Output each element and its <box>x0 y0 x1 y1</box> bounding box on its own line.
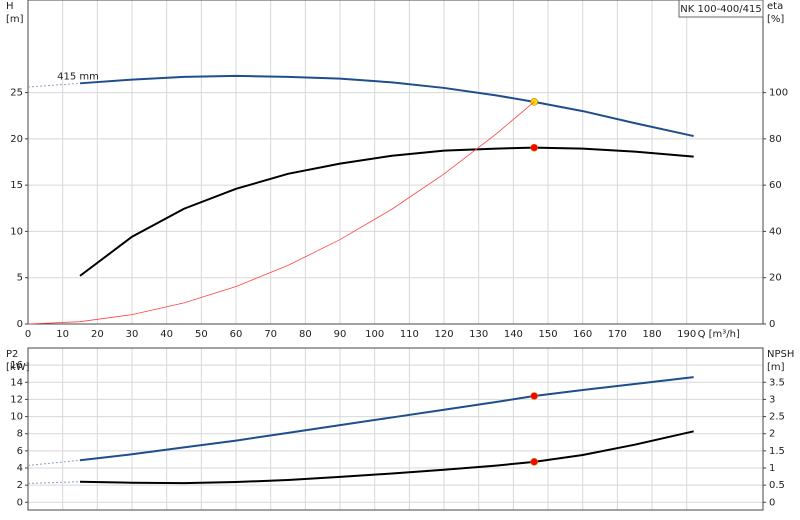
x-tick-label: 10 <box>56 329 69 340</box>
y-tick-label: 25 <box>10 88 23 99</box>
x-tick-label: 40 <box>160 329 173 340</box>
x-tick-label: 80 <box>299 329 312 340</box>
curve-extrapolated <box>27 481 81 484</box>
x-tick-label: 50 <box>195 329 208 340</box>
y-tick-label: 4 <box>17 463 23 474</box>
plot-frame <box>27 0 764 325</box>
x-tick-label: 190 <box>677 329 696 340</box>
x-tick-label: 160 <box>573 329 592 340</box>
y2-tick-label: 100 <box>769 88 788 99</box>
x-tick-label: 130 <box>469 329 488 340</box>
y2-tick-label: 80 <box>769 134 782 145</box>
duty-point <box>530 143 538 152</box>
y2-tick-label: 2 <box>769 429 775 440</box>
title-box <box>678 0 764 18</box>
y-tick-label: 12 <box>10 394 23 405</box>
y2-tick-label: 0.5 <box>769 480 785 491</box>
x-tick-label: 90 <box>334 329 347 340</box>
y-tick-label: 14 <box>10 377 23 388</box>
y-tick-label: 8 <box>17 429 23 440</box>
y-tick-label: 0 <box>17 497 23 508</box>
curve <box>79 74 694 138</box>
curve-annotation: 415 mm <box>57 71 99 82</box>
y2-tick-label: 2.5 <box>769 412 785 423</box>
curve <box>79 376 694 462</box>
y2-tick-label: 60 <box>769 180 782 191</box>
x-tick-label: 180 <box>643 329 662 340</box>
y-axis-label: P2 <box>6 349 18 360</box>
x-tick-label: 150 <box>539 329 558 340</box>
y-tick-label: 16 <box>10 360 23 371</box>
y-tick-label: 2 <box>17 480 23 491</box>
y-tick-label: 5 <box>17 273 23 284</box>
y2-tick-label: 40 <box>769 226 782 237</box>
curve <box>27 101 535 325</box>
x-tick-label: 100 <box>365 329 384 340</box>
x-tick-label: 120 <box>434 329 453 340</box>
y2-tick-label: 0 <box>769 497 775 508</box>
y2-tick-label: 3.5 <box>769 377 785 388</box>
y2-tick-label: 1 <box>769 463 775 474</box>
duty-point <box>530 392 538 400</box>
curve-extrapolated <box>27 459 81 466</box>
x-tick-label: 140 <box>504 329 523 340</box>
y-tick-label: 6 <box>17 446 23 457</box>
curve <box>79 430 694 485</box>
y-axis-label: H <box>6 1 14 12</box>
y-axis-label: [kW] <box>6 362 30 373</box>
y2-axis-label: eta <box>767 1 783 12</box>
x-tick-label: 0 <box>25 329 31 340</box>
y-tick-label: 10 <box>10 226 23 237</box>
chart-title: NK 100-400/415 <box>680 4 761 15</box>
duty-point <box>530 458 538 466</box>
plot-frame <box>27 347 764 511</box>
x-tick-label: 60 <box>230 329 243 340</box>
x-tick-label: 20 <box>91 329 104 340</box>
y-tick-label: 20 <box>10 134 23 145</box>
y2-axis-label: [m] <box>767 362 785 373</box>
y-axis-label: [m] <box>6 14 24 25</box>
x-tick-label: 170 <box>608 329 627 340</box>
curve-extrapolated <box>27 82 81 88</box>
y-tick-label: 0 <box>17 319 23 330</box>
curve <box>79 146 694 277</box>
y2-axis-label: [%] <box>767 14 784 25</box>
y2-tick-label: 1.5 <box>769 446 785 457</box>
y-tick-label: 15 <box>10 180 23 191</box>
y2-tick-label: 0 <box>769 319 775 330</box>
x-axis-label: Q [m³/h] <box>698 329 740 340</box>
x-tick-label: 70 <box>264 329 277 340</box>
y2-tick-label: 20 <box>769 273 782 284</box>
y-tick-label: 10 <box>10 412 23 423</box>
y2-axis-label: NPSH <box>767 349 794 360</box>
y2-tick-label: 3 <box>769 394 775 405</box>
x-tick-label: 110 <box>400 329 419 340</box>
x-tick-label: 30 <box>126 329 139 340</box>
